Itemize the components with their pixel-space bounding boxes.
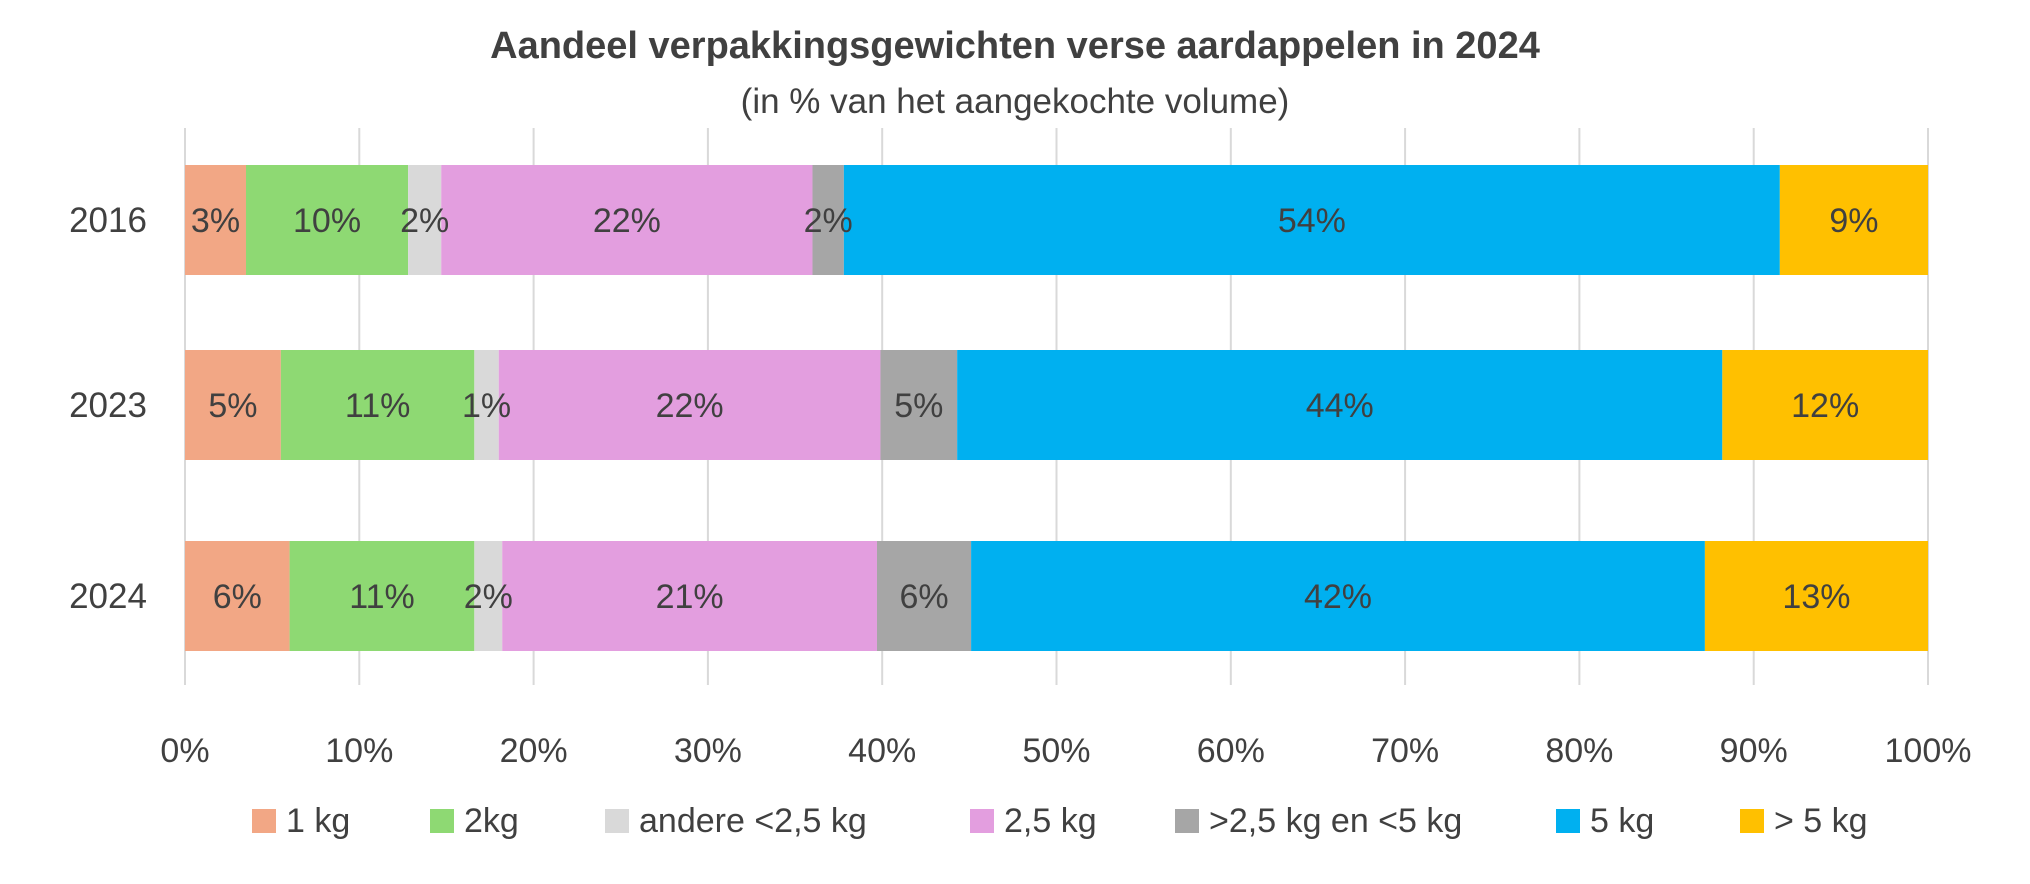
legend-swatch (252, 809, 276, 833)
x-tick-label: 70% (1371, 732, 1439, 770)
bar-segment (289, 541, 475, 651)
bar-segment (408, 165, 442, 275)
bar-segment (441, 165, 813, 275)
bar-segment (246, 165, 409, 275)
chart-subtitle: (in % van het aangekochte volume) (741, 82, 1290, 121)
legend-label: 2,5 kg (1004, 802, 1097, 840)
x-tick-label: 80% (1545, 732, 1613, 770)
category-labels: 2016 2023 2024 (69, 201, 147, 616)
category-label: 2024 (69, 577, 147, 616)
x-tick-label: 90% (1720, 732, 1788, 770)
data-label: 12% (1791, 387, 1859, 425)
bar-segment (812, 165, 844, 275)
x-tick-label: 0% (160, 732, 209, 770)
data-label: 2% (804, 202, 853, 240)
bar-segment (1722, 350, 1928, 460)
data-label: 10% (293, 202, 361, 240)
data-label: 42% (1304, 578, 1372, 616)
bar-segment (498, 350, 881, 460)
x-axis-ticks: 0% 10% 20% 30% 40% 50% 60% 70% 80% 90% 100% (160, 732, 1971, 770)
legend-label: andere <2,5 kg (639, 802, 867, 840)
bar-segment (971, 541, 1705, 651)
x-tick-label: 50% (1022, 732, 1090, 770)
data-label: 1% (462, 387, 511, 425)
x-tick-label: 30% (674, 732, 742, 770)
bar-segment (1779, 165, 1928, 275)
chart-title: Aandeel verpakkingsgewichten verse aarda… (490, 25, 1540, 67)
data-label: 44% (1306, 387, 1374, 425)
legend: 1 kg 2kg andere <2,5 kg 2,5 kg >2,5 kg en <5… (252, 802, 1868, 840)
x-tick-label: 10% (325, 732, 393, 770)
data-label: 11% (349, 578, 415, 616)
data-label: 22% (593, 202, 661, 240)
legend-swatch (1556, 809, 1580, 833)
legend-label: 5 kg (1590, 802, 1654, 840)
x-tick-label: 100% (1885, 732, 1972, 770)
bar-segment (280, 350, 475, 460)
data-label: 22% (656, 387, 724, 425)
bar-segment (1704, 541, 1928, 651)
bar-segment (876, 541, 972, 651)
bar-segment (502, 541, 877, 651)
legend-swatch (1175, 809, 1199, 833)
legend-swatch (430, 809, 454, 833)
legend-label: 1 kg (286, 802, 350, 840)
data-label: 54% (1278, 202, 1346, 240)
legend-label: >2,5 kg en <5 kg (1209, 802, 1462, 840)
legend-swatch (605, 809, 629, 833)
data-label: 21% (656, 578, 724, 616)
bar-segment (957, 350, 1723, 460)
data-labels: 3% 10% 2% 22% 2% 54% 9% 5% 11% 1% 22% 5% 44% 12% 6% 11%… (191, 202, 1879, 616)
data-label: 6% (213, 578, 262, 616)
bar-segment (880, 350, 958, 460)
data-label: 11% (345, 387, 411, 425)
bar-segment (185, 350, 281, 460)
legend-swatch (1740, 809, 1764, 833)
bar-segment (185, 165, 247, 275)
data-label: 9% (1829, 202, 1878, 240)
data-label: 2% (464, 578, 513, 616)
category-label: 2016 (69, 201, 147, 240)
x-tick-label: 60% (1197, 732, 1265, 770)
data-label: 13% (1782, 578, 1850, 616)
data-label: 5% (208, 387, 257, 425)
legend-label: 2kg (464, 802, 519, 840)
data-label: 2% (400, 202, 449, 240)
bar-segment (474, 541, 503, 651)
bar-segment (843, 165, 1780, 275)
bars (185, 165, 1928, 651)
x-tick-label: 40% (848, 732, 916, 770)
bar-segment (185, 541, 290, 651)
data-label: 3% (191, 202, 240, 240)
legend-label: > 5 kg (1774, 802, 1868, 840)
x-tick-label: 20% (500, 732, 568, 770)
data-label: 6% (899, 578, 948, 616)
category-label: 2023 (69, 386, 147, 425)
legend-swatch (970, 809, 994, 833)
data-label: 5% (894, 387, 943, 425)
bar-segment (474, 350, 499, 460)
